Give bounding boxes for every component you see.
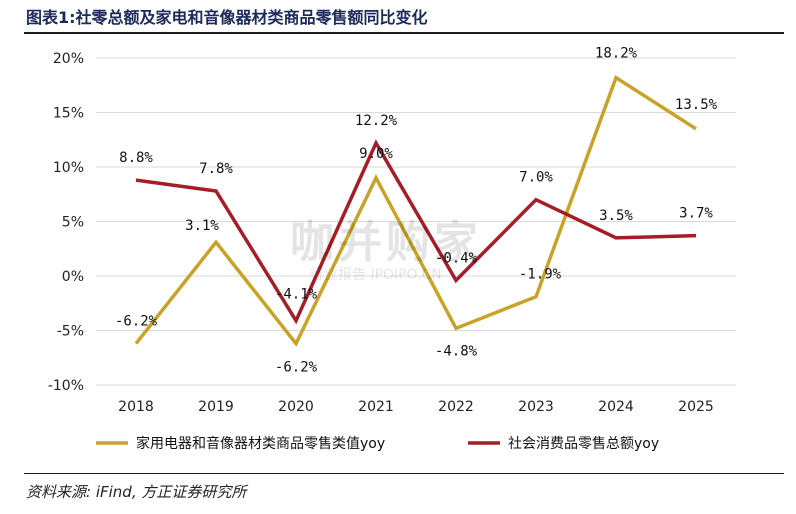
chart-title: 图表1:社零总额及家电和音像器材类商品零售额同比变化 — [26, 8, 428, 27]
data-label: -1.9% — [519, 267, 562, 283]
series-line-2 — [135, 139, 697, 325]
y-tick-label: 10% — [53, 160, 84, 176]
y-tick-label: -5% — [57, 324, 84, 340]
x-tick-label: 2022 — [438, 399, 474, 415]
y-tick-label: 5% — [62, 215, 84, 231]
footer-divider — [24, 473, 784, 474]
data-label: 8.8% — [119, 150, 153, 166]
x-tick-label: 2023 — [518, 399, 554, 415]
y-tick-label: -10% — [48, 378, 84, 394]
legend-label-1: 家用电器和音像器材类商品零售类值yoy — [136, 435, 385, 452]
data-label: 7.0% — [519, 170, 553, 186]
x-tick-label: 2025 — [678, 399, 714, 415]
x-tick-label: 2021 — [358, 399, 394, 415]
data-label: -0.4% — [435, 250, 478, 266]
y-tick-label: 20% — [53, 51, 84, 67]
source-note: 资料来源: iFind, 方正证券研究所 — [26, 483, 247, 501]
title-divider — [24, 32, 784, 34]
data-label: 9.0% — [359, 146, 393, 162]
y-tick-label: 15% — [53, 106, 84, 122]
y-tick-label: 0% — [62, 269, 84, 285]
data-label: 3.1% — [185, 218, 219, 234]
data-label: 13.5% — [675, 97, 718, 113]
data-label: -6.2% — [115, 314, 158, 330]
data-label: -6.2% — [275, 360, 318, 376]
series-line-1 — [134, 74, 697, 347]
data-label: 3.5% — [599, 208, 633, 224]
data-label: 18.2% — [595, 46, 638, 62]
x-tick-label: 2020 — [278, 399, 314, 415]
line-chart: -10% -5% 0% 5% 10% 15% 20% 2018 2019 2020 2021 2022… — [48, 46, 736, 452]
x-tick-label: 2018 — [118, 399, 154, 415]
data-label: 7.8% — [199, 161, 233, 177]
data-label: 12.2% — [355, 113, 398, 129]
data-label: -4.1% — [275, 287, 318, 303]
legend-label-2: 社会消费品零售总额yoy — [508, 436, 659, 452]
x-tick-label: 2019 — [198, 399, 234, 415]
x-tick-label: 2024 — [598, 399, 634, 415]
data-label: -4.8% — [435, 343, 478, 359]
data-label: 3.7% — [679, 206, 713, 222]
